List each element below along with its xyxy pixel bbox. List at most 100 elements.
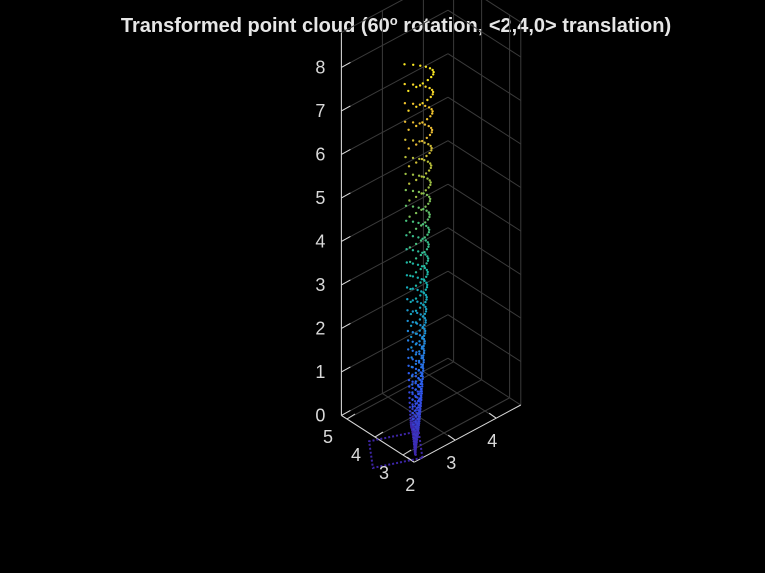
point-marker bbox=[425, 286, 429, 289]
z-tick-label: 5 bbox=[315, 188, 325, 208]
point-marker bbox=[421, 377, 424, 381]
point-marker bbox=[421, 102, 424, 105]
y-tick-mark bbox=[346, 413, 356, 420]
grid-line-z bbox=[447, 314, 522, 362]
point-marker bbox=[421, 363, 424, 366]
point-marker bbox=[419, 401, 422, 404]
point-marker bbox=[418, 397, 422, 400]
point-marker bbox=[416, 263, 420, 266]
point-marker bbox=[415, 124, 418, 128]
point-marker bbox=[431, 112, 434, 115]
point-marker bbox=[424, 239, 427, 242]
point-marker bbox=[411, 415, 414, 418]
point-marker bbox=[431, 110, 434, 113]
point-marker bbox=[429, 162, 432, 165]
grid-box-edge bbox=[341, 0, 404, 34]
point-marker bbox=[427, 143, 430, 146]
point-marker bbox=[429, 115, 432, 118]
point-marker bbox=[411, 383, 414, 386]
point-marker bbox=[421, 223, 425, 226]
grid-line-z bbox=[341, 96, 449, 155]
point-marker bbox=[403, 82, 406, 86]
point-marker bbox=[421, 385, 424, 388]
grid-line-z bbox=[341, 53, 449, 112]
point-marker bbox=[411, 331, 414, 334]
point-marker bbox=[430, 88, 434, 92]
point-marker bbox=[419, 378, 422, 382]
point-marker bbox=[429, 166, 432, 170]
point-marker bbox=[410, 365, 413, 369]
point-marker bbox=[416, 390, 419, 393]
point-marker bbox=[406, 298, 409, 301]
grid-line-z bbox=[341, 314, 449, 373]
y-tick-label: 3 bbox=[379, 463, 389, 483]
point-marker bbox=[418, 417, 421, 421]
point-marker bbox=[415, 143, 418, 146]
point-marker bbox=[413, 450, 416, 453]
point-marker bbox=[424, 65, 428, 69]
point-marker bbox=[423, 141, 426, 144]
point-marker bbox=[424, 305, 427, 309]
point-marker bbox=[430, 131, 433, 134]
point-marker bbox=[411, 405, 414, 408]
point-marker bbox=[417, 221, 420, 225]
point-marker bbox=[414, 271, 418, 274]
point-marker bbox=[409, 300, 412, 304]
point-marker bbox=[426, 160, 430, 163]
point-marker bbox=[407, 89, 410, 93]
point-marker bbox=[416, 300, 419, 303]
point-marker bbox=[414, 367, 418, 371]
z-tick-label: 4 bbox=[315, 231, 325, 251]
point-marker bbox=[411, 411, 415, 415]
point-marker bbox=[430, 149, 433, 152]
point-marker bbox=[407, 109, 410, 112]
point-marker bbox=[424, 300, 427, 304]
point-marker bbox=[424, 85, 427, 88]
point-marker bbox=[425, 118, 429, 121]
point-marker bbox=[411, 205, 415, 208]
point-marker bbox=[422, 361, 425, 364]
point-marker bbox=[411, 249, 415, 252]
x-tick-label: 4 bbox=[487, 431, 497, 451]
point-marker bbox=[422, 351, 426, 355]
point-marker bbox=[414, 437, 417, 440]
point-marker bbox=[425, 248, 429, 251]
point-marker bbox=[432, 70, 435, 74]
point-marker bbox=[405, 286, 409, 289]
point-marker bbox=[425, 209, 428, 212]
point-marker bbox=[417, 424, 420, 428]
y-tick-label: 5 bbox=[323, 427, 333, 447]
grid-box-edge bbox=[485, 0, 522, 23]
point-marker bbox=[411, 417, 415, 421]
point-marker bbox=[403, 102, 407, 105]
z-tick-mark bbox=[341, 105, 351, 112]
point-marker bbox=[418, 403, 421, 407]
point-marker bbox=[428, 195, 431, 198]
z-tick-label: 8 bbox=[315, 57, 325, 77]
point-marker bbox=[407, 364, 410, 367]
point-marker bbox=[428, 179, 431, 182]
point-marker bbox=[424, 253, 427, 256]
point-marker bbox=[411, 156, 415, 160]
point-marker bbox=[432, 73, 435, 76]
point-marker bbox=[411, 121, 415, 124]
point-marker bbox=[424, 189, 427, 192]
grid-lines bbox=[340, 0, 522, 463]
point-marker bbox=[408, 401, 411, 404]
point-marker bbox=[409, 312, 413, 316]
point-marker bbox=[408, 396, 411, 400]
point-marker bbox=[412, 63, 415, 66]
point-marker bbox=[418, 318, 422, 321]
point-marker bbox=[408, 199, 411, 202]
point-marker bbox=[422, 369, 425, 372]
point-marker bbox=[413, 405, 417, 408]
point-marker bbox=[418, 329, 421, 332]
x-tick-label: 3 bbox=[446, 453, 456, 473]
point-marker bbox=[414, 409, 417, 412]
point-marker bbox=[414, 353, 418, 356]
point-marker bbox=[408, 410, 412, 413]
point-marker bbox=[419, 239, 423, 242]
point-marker bbox=[419, 302, 423, 305]
point-marker bbox=[424, 319, 427, 322]
